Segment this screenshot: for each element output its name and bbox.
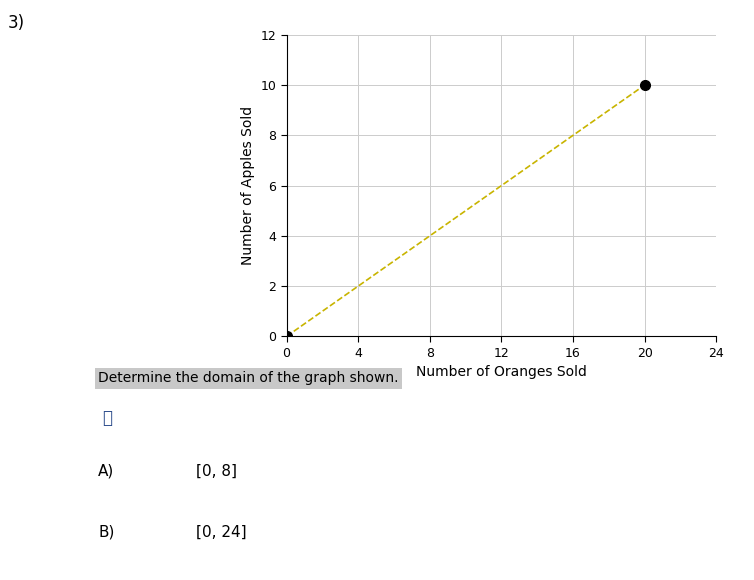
- Text: 3): 3): [8, 14, 25, 32]
- Text: Determine the domain of the graph shown.: Determine the domain of the graph shown.: [98, 371, 399, 385]
- X-axis label: Number of Oranges Sold: Number of Oranges Sold: [416, 365, 587, 379]
- Y-axis label: Number of Apples Sold: Number of Apples Sold: [241, 106, 255, 265]
- Text: B): B): [98, 525, 115, 540]
- Text: 🔉: 🔉: [102, 409, 112, 427]
- Text: A): A): [98, 464, 115, 479]
- Text: [0, 24]: [0, 24]: [196, 525, 247, 540]
- Text: [0, 8]: [0, 8]: [196, 464, 237, 479]
